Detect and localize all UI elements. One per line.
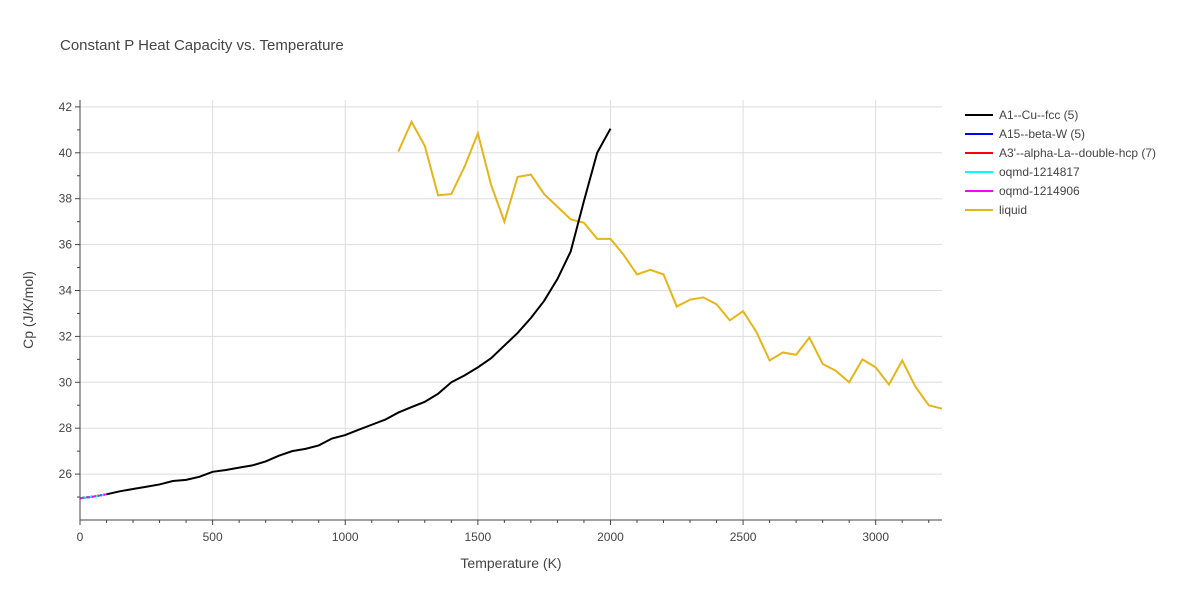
x-tick-label: 2500 [730, 530, 757, 544]
y-tick-label: 34 [59, 283, 73, 297]
y-tick-label: 38 [59, 192, 73, 206]
legend-item-liquid[interactable]: liquid [965, 203, 1027, 217]
grid [80, 100, 942, 520]
y-tick-label: 32 [59, 329, 73, 343]
legend-label: oqmd-1214817 [999, 165, 1080, 179]
y-axis-title: Cp (J/K/mol) [20, 271, 36, 349]
x-axis-title: Temperature (K) [460, 555, 561, 571]
legend-label: A3'--alpha-La--double-hcp (7) [999, 146, 1156, 160]
x-tick-label: 2000 [597, 530, 624, 544]
series-line-oqmd-1214906 [79, 493, 107, 499]
y-tick-label: 26 [59, 467, 73, 481]
x-tick-label: 1000 [332, 530, 359, 544]
y-tick-label: 30 [59, 375, 73, 389]
plot-area [79, 119, 943, 500]
x-tick-label: 0 [77, 530, 84, 544]
legend-item-a3-alpha-la-double-hcp-7[interactable]: A3'--alpha-La--double-hcp (7) [965, 146, 1156, 160]
axes: 0 500 1000 1500 2000 2500 3000 26 28 30 32 34 36 38 40… [59, 100, 942, 544]
legend-label: oqmd-1214906 [999, 184, 1080, 198]
x-tick-label: 1500 [464, 530, 491, 544]
y-tick-label: 42 [59, 100, 73, 114]
x-tick-label: 3000 [862, 530, 889, 544]
legend-item-a1-cu-fcc-5[interactable]: A1--Cu--fcc (5) [965, 108, 1078, 122]
legend-item-oqmd-1214817[interactable]: oqmd-1214817 [965, 165, 1080, 179]
legend-item-a15-beta-w-5[interactable]: A15--beta-W (5) [965, 127, 1085, 141]
y-tick-label: 28 [59, 421, 73, 435]
legend-item-oqmd-1214906[interactable]: oqmd-1214906 [965, 184, 1080, 198]
y-tick-label: 36 [59, 238, 73, 252]
y-tick-label: 40 [59, 146, 73, 160]
legend-label: A15--beta-W (5) [999, 127, 1085, 141]
legend[interactable]: A1--Cu--fcc (5) A15--beta-W (5) A3'--alpha… [965, 108, 1156, 217]
legend-label: liquid [999, 203, 1027, 217]
series-line-a1-cu-fcc-5 [79, 128, 612, 500]
series-line-liquid [397, 119, 943, 410]
chart-title: Constant P Heat Capacity vs. Temperature [60, 37, 344, 54]
legend-label: A1--Cu--fcc (5) [999, 108, 1078, 122]
x-tick-label: 500 [203, 530, 223, 544]
